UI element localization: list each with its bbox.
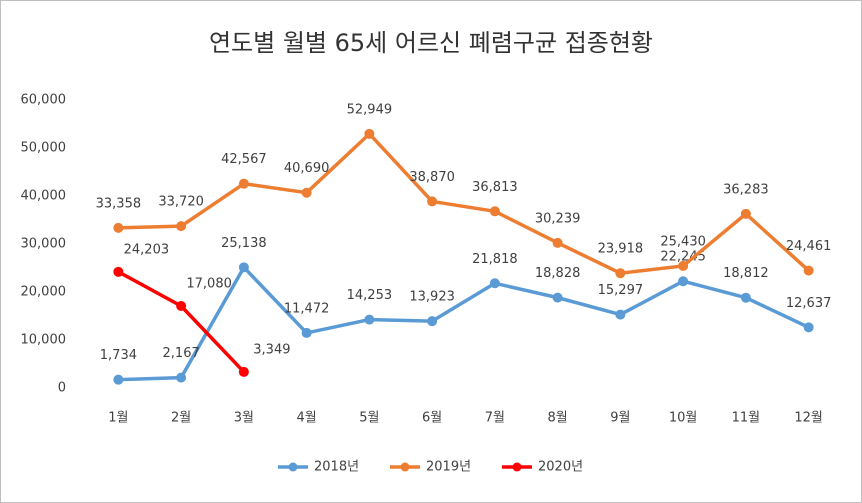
y-tick-label: 20,000 bbox=[21, 285, 67, 300]
marker bbox=[364, 314, 375, 325]
x-tick-label: 5월 bbox=[359, 411, 379, 426]
data-label: 33,720 bbox=[158, 195, 204, 210]
data-label: 13,923 bbox=[409, 290, 455, 305]
marker bbox=[678, 276, 689, 287]
legend-label: 2020년 bbox=[538, 460, 583, 475]
data-label: 40,690 bbox=[284, 161, 330, 176]
marker bbox=[615, 268, 626, 279]
data-label: 30,239 bbox=[535, 211, 581, 226]
marker bbox=[803, 322, 814, 333]
legend-marker bbox=[400, 462, 410, 472]
marker bbox=[552, 237, 563, 248]
legend-marker bbox=[512, 462, 522, 472]
data-label: 42,567 bbox=[221, 152, 267, 167]
marker bbox=[489, 206, 500, 217]
data-label: 36,283 bbox=[723, 182, 769, 197]
data-label: 18,828 bbox=[535, 266, 581, 281]
data-label: 25,430 bbox=[660, 234, 706, 249]
marker bbox=[238, 366, 249, 377]
y-tick-label: 60,000 bbox=[21, 93, 67, 108]
marker bbox=[489, 278, 500, 289]
marker bbox=[113, 222, 124, 233]
x-tick-label: 7월 bbox=[485, 411, 505, 426]
data-label: 52,949 bbox=[347, 102, 393, 117]
data-label: 12,637 bbox=[786, 296, 832, 311]
data-label: 11,472 bbox=[284, 301, 330, 316]
marker bbox=[113, 374, 124, 385]
data-label: 21,818 bbox=[472, 252, 518, 267]
marker bbox=[552, 292, 563, 303]
x-tick-label: 4월 bbox=[297, 411, 317, 426]
x-tick-label: 2월 bbox=[171, 411, 191, 426]
x-tick-label: 11월 bbox=[732, 411, 761, 426]
data-label: 23,918 bbox=[598, 242, 644, 257]
data-label: 33,358 bbox=[96, 196, 142, 211]
data-label: 38,870 bbox=[409, 170, 455, 185]
data-label: 1,734 bbox=[100, 348, 137, 363]
data-label: 14,253 bbox=[347, 288, 393, 303]
marker bbox=[678, 260, 689, 271]
data-label: 24,203 bbox=[124, 242, 170, 257]
marker bbox=[301, 187, 312, 198]
data-label: 17,080 bbox=[186, 277, 232, 292]
x-tick-label: 9월 bbox=[610, 411, 630, 426]
marker bbox=[427, 196, 438, 207]
y-tick-label: 30,000 bbox=[21, 237, 67, 252]
data-label: 36,813 bbox=[472, 180, 518, 195]
x-tick-label: 3월 bbox=[234, 411, 254, 426]
marker bbox=[615, 309, 626, 320]
data-label: 24,461 bbox=[786, 239, 832, 254]
legend-label: 2018년 bbox=[314, 460, 359, 475]
x-tick-label: 8월 bbox=[548, 411, 568, 426]
legend-marker bbox=[288, 462, 298, 472]
marker bbox=[238, 262, 249, 273]
marker bbox=[740, 208, 751, 219]
marker bbox=[803, 265, 814, 276]
chart-title: 연도별 월별 65세 어르신 폐렴구균 접종현황 bbox=[209, 29, 653, 57]
marker bbox=[176, 301, 187, 312]
marker bbox=[427, 316, 438, 327]
x-tick-label: 1월 bbox=[108, 411, 128, 426]
marker bbox=[740, 292, 751, 303]
y-tick-label: 0 bbox=[58, 381, 66, 396]
x-tick-label: 10월 bbox=[669, 411, 698, 426]
data-label: 15,297 bbox=[598, 283, 644, 298]
marker bbox=[364, 128, 375, 139]
y-tick-label: 40,000 bbox=[21, 189, 67, 204]
x-tick-label: 6월 bbox=[422, 411, 442, 426]
y-tick-label: 50,000 bbox=[21, 141, 67, 156]
data-label: 18,812 bbox=[723, 266, 769, 281]
data-label: 3,349 bbox=[253, 342, 290, 357]
data-label: 2,167 bbox=[163, 346, 200, 361]
marker bbox=[238, 178, 249, 189]
data-label: 25,138 bbox=[221, 236, 267, 251]
legend-label: 2019년 bbox=[426, 460, 471, 475]
marker bbox=[176, 221, 187, 232]
marker bbox=[113, 266, 124, 277]
marker bbox=[301, 327, 312, 338]
data-label: 22,245 bbox=[660, 250, 706, 265]
x-tick-label: 12월 bbox=[794, 411, 823, 426]
series-line bbox=[118, 265, 810, 382]
series-line bbox=[118, 132, 810, 275]
marker bbox=[176, 372, 187, 383]
y-tick-label: 10,000 bbox=[21, 333, 67, 348]
